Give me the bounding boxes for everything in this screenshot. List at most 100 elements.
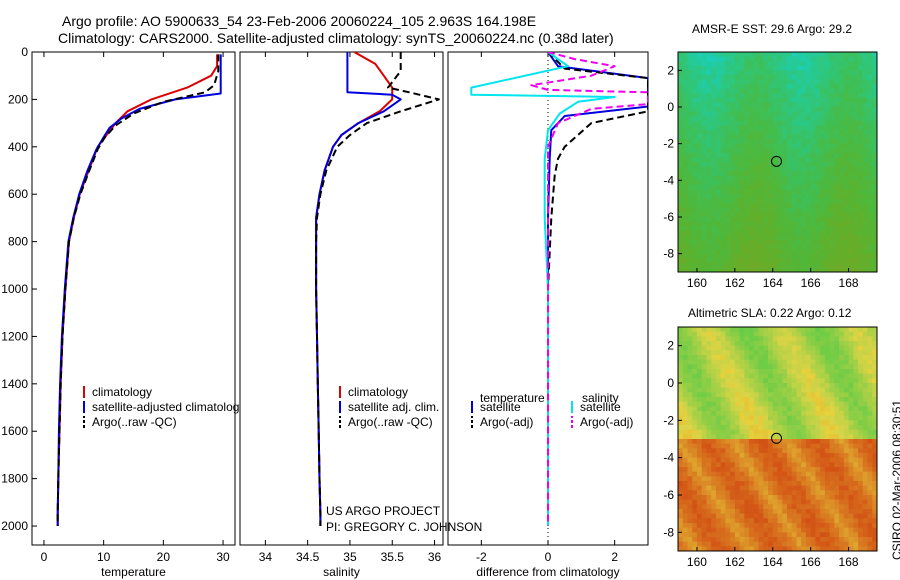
heatmap-cell (772, 111, 778, 117)
heatmap-cell (739, 267, 745, 273)
heatmap-cell (730, 457, 736, 463)
heatmap-cell (786, 120, 793, 126)
heatmap-cell (782, 341, 788, 347)
heatmap-cell (678, 111, 684, 117)
heatmap-cell (791, 253, 797, 259)
heatmap-cell (763, 61, 769, 67)
heatmap-cell (839, 93, 845, 99)
heatmap-cell (858, 434, 864, 440)
heatmap-cell (725, 411, 731, 417)
heatmap-cell (715, 378, 722, 384)
heatmap-cell (711, 102, 717, 108)
heatmap-cell (730, 443, 736, 449)
heatmap-cell (682, 425, 688, 431)
heatmap-cell (782, 207, 788, 213)
heatmap-cell (749, 513, 755, 519)
heatmap-cell (829, 453, 835, 459)
heatmap-cell (758, 453, 764, 459)
heatmap-cell (758, 364, 764, 370)
heatmap-cell (820, 462, 826, 468)
heatmap-cell (758, 504, 764, 510)
heatmap-cell (867, 175, 873, 181)
heatmap-cell (810, 490, 816, 496)
heatmap-cell (687, 495, 693, 501)
heatmap-cell (706, 425, 712, 431)
heatmap-cell (862, 359, 868, 365)
heatmap-cell (791, 378, 797, 384)
heatmap-cell (725, 453, 731, 459)
heatmap-cell (853, 513, 859, 519)
heatmap-cell (872, 527, 878, 533)
heatmap-cell (739, 180, 745, 186)
heatmap-cell (720, 397, 726, 403)
heatmap-cell (725, 189, 731, 195)
heatmap-cell (810, 462, 816, 468)
heatmap-cell (749, 258, 755, 264)
heatmap-cell (839, 166, 845, 172)
heatmap-cell (725, 56, 731, 62)
heatmap-cell (763, 518, 769, 524)
heatmap-cell (862, 462, 868, 468)
heatmap-cell (706, 527, 712, 533)
heatmap-cell (730, 97, 736, 103)
heatmap-cell (862, 453, 868, 459)
heatmap-cell (829, 420, 835, 426)
heatmap-cell (805, 52, 812, 57)
heatmap-cell (772, 102, 778, 108)
heatmap-cell (701, 194, 707, 200)
heatmap-cell (834, 166, 840, 172)
heatmap-cell (872, 107, 878, 112)
heatmap-cell (782, 116, 788, 122)
heatmap-cell (862, 70, 868, 76)
heatmap-cell (791, 527, 797, 533)
heatmap-cell (715, 415, 722, 421)
heatmap-cell (730, 235, 736, 241)
heatmap-cell (843, 212, 849, 218)
heatmap-cell (872, 221, 878, 227)
heatmap-cell (834, 327, 840, 333)
heatmap-cell (853, 157, 859, 163)
heatmap-cell (810, 397, 816, 403)
heatmap-cell (758, 373, 764, 379)
heatmap-cell (692, 207, 698, 213)
heatmap-cell (696, 541, 703, 547)
heatmap-cell (829, 359, 835, 365)
heatmap-cell (768, 230, 774, 236)
heatmap-cell (872, 70, 878, 76)
heatmap-cell (744, 125, 750, 131)
heatmap-cell (862, 476, 868, 482)
heatmap-cell (734, 203, 740, 209)
heatmap-cell (829, 129, 835, 135)
heatmap-cell (734, 513, 740, 519)
heatmap-cell (862, 411, 868, 417)
heatmap-cell (763, 171, 769, 177)
heatmap-cell (772, 453, 778, 459)
heatmap-cell (711, 495, 717, 501)
heatmap-cell (678, 116, 684, 122)
heatmap-cell (725, 116, 731, 122)
heatmap-cell (824, 97, 831, 103)
heatmap-cell (862, 152, 868, 158)
heatmap-cell (730, 401, 736, 407)
heatmap-cell (758, 189, 764, 195)
heatmap-cell (858, 125, 864, 131)
heatmap-cell (782, 518, 788, 524)
heatmap-cell (715, 134, 722, 140)
heatmap-cell (843, 523, 849, 529)
heatmap-cell (682, 392, 688, 398)
heatmap-cell (734, 129, 740, 135)
heatmap-cell (839, 230, 845, 236)
heatmap-cell (706, 139, 712, 145)
heatmap-cell (843, 420, 849, 426)
heatmap-cell (720, 65, 726, 71)
heatmap-cell (692, 499, 698, 505)
legend-label: Argo(..raw -QC) (92, 415, 177, 429)
heatmap-cell (796, 509, 802, 515)
heatmap-cell (763, 490, 769, 496)
heatmap-cell (696, 546, 703, 552)
heatmap-cell (829, 253, 835, 259)
heatmap-cell (682, 434, 688, 440)
heatmap-cell (824, 189, 831, 195)
heatmap-cell (815, 235, 821, 241)
heatmap-cell (763, 350, 769, 356)
